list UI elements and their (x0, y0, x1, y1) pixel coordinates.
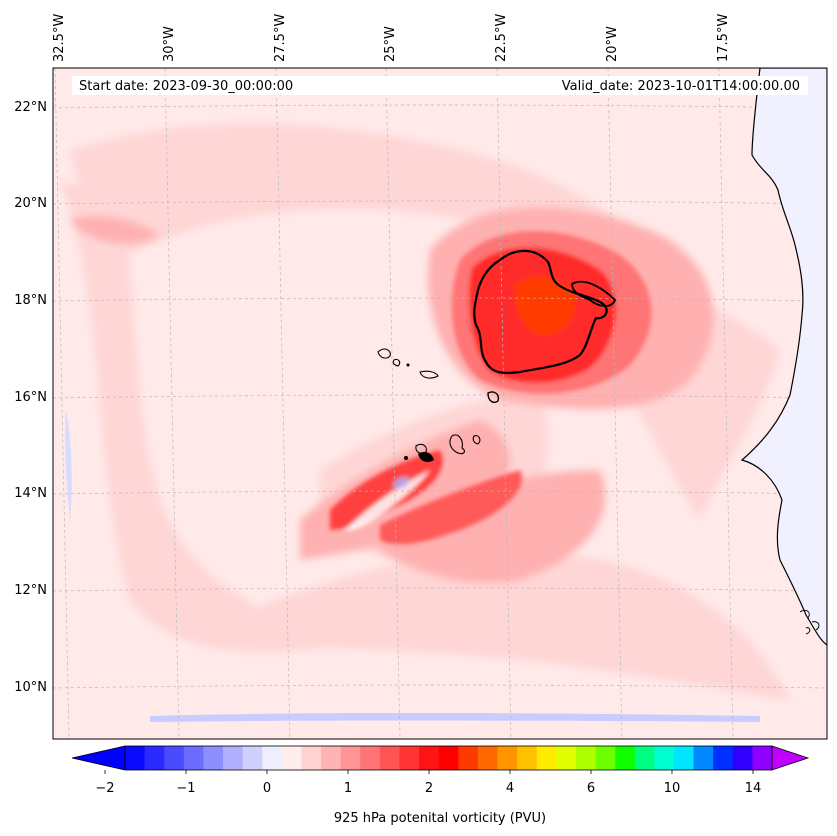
colorbar-segment (673, 746, 694, 770)
land-bijagos (799, 609, 820, 635)
colorbar-segment (634, 746, 655, 770)
start-date-label: Start date: 2023-09-30_00:00:00 (79, 79, 293, 94)
longitude-labels: 32.5°W 30°W 27.5°W 25°W 22.5°W 20°W 17.5°W (52, 14, 731, 62)
map-panel (53, 68, 827, 739)
pv-field-negative-left (65, 410, 72, 520)
longitude-label: 22.5°W (494, 14, 509, 62)
colorbar-segment (654, 746, 675, 770)
colorbar-segment (242, 746, 263, 770)
map-frame (52, 67, 828, 740)
colorbar-under-arrow (71, 745, 126, 771)
latitude-labels: 22°N 20°N 18°N 16°N 14°N 12°N 10°N (14, 100, 47, 695)
colorbar-frame (124, 745, 773, 771)
longitude-label: 17.5°W (716, 14, 731, 62)
pv-field-negative-strip (150, 713, 760, 722)
date-annotation-bar (72, 76, 808, 95)
colorbar-segment (693, 746, 714, 770)
colorbar-segment (713, 746, 734, 770)
colorbar-segment (477, 746, 498, 770)
pv-contour-tail (571, 280, 617, 307)
colorbar-tick-label: −2 (95, 781, 114, 796)
colorbar-tick-label: 10 (664, 781, 681, 796)
colorbar-segment (556, 746, 577, 770)
land-africa-coast (740, 68, 827, 646)
colorbar-segment (575, 746, 596, 770)
colorbar-segment (262, 746, 283, 770)
colorbar-segment (281, 746, 302, 770)
colorbar-segment (340, 746, 361, 770)
valid-date-label: Valid_date: 2023-10-01T14:00:00.00 (562, 79, 800, 94)
colorbar-segment (321, 746, 342, 770)
islands-cape-verde (377, 348, 481, 455)
colorbar-segment (419, 746, 440, 770)
latitude-label: 12°N (14, 583, 47, 598)
colorbar-segment (223, 746, 244, 770)
longitude-label: 27.5°W (273, 14, 288, 62)
colorbar-segment (379, 746, 400, 770)
longitude-label: 25°W (383, 26, 398, 62)
pv-contour-main (473, 249, 608, 375)
colorbar-tick-label: 14 (745, 781, 762, 796)
colorbar-segment (164, 746, 185, 770)
colorbar-segment (183, 746, 204, 770)
colorbar-segment (752, 746, 773, 770)
colorbar-segment (203, 746, 224, 770)
colorbar-tick-label: 0 (263, 781, 271, 796)
latitude-label: 16°N (14, 390, 47, 405)
colorbar-segment (360, 746, 381, 770)
colorbar-segment (517, 746, 538, 770)
islands-filled (404, 363, 434, 462)
colorbar-segment (125, 746, 146, 770)
colorbar-segment (144, 746, 165, 770)
latitude-label: 18°N (14, 293, 47, 308)
colorbar-tick-label: 1 (344, 781, 352, 796)
colorbar-tick-label: 6 (587, 781, 595, 796)
latitude-label: 14°N (14, 486, 47, 501)
colorbar-segment (536, 746, 557, 770)
colorbar-segment (399, 746, 420, 770)
colorbar-tick-label: −1 (176, 781, 195, 796)
colorbar-segment (595, 746, 616, 770)
colorbar-over-arrow (771, 745, 810, 771)
colorbar-segment (615, 746, 636, 770)
colorbar (71, 745, 810, 771)
colorbar-segment (438, 746, 459, 770)
colorbar-ticks: −2 −1 0 1 2 4 6 10 14 (95, 770, 761, 796)
colorbar-segment (497, 746, 518, 770)
colorbar-tick-label: 4 (506, 781, 514, 796)
colorbar-tick-label: 2 (425, 781, 433, 796)
latitude-label: 10°N (14, 680, 47, 695)
latitude-label: 20°N (14, 196, 47, 211)
longitude-label: 20°W (605, 26, 620, 62)
map-gridlines (53, 68, 827, 739)
colorbar-segment (458, 746, 479, 770)
pv-contour-small-1 (487, 391, 500, 403)
pv-field-strong (330, 231, 652, 545)
colorbar-label: 925 hPa potenital vorticity (PVU) (334, 811, 546, 826)
latitude-label: 22°N (14, 100, 47, 115)
colorbar-segment (732, 746, 753, 770)
longitude-label: 30°W (162, 26, 177, 62)
longitude-label: 32.5°W (52, 14, 67, 62)
colorbar-segment (301, 746, 322, 770)
